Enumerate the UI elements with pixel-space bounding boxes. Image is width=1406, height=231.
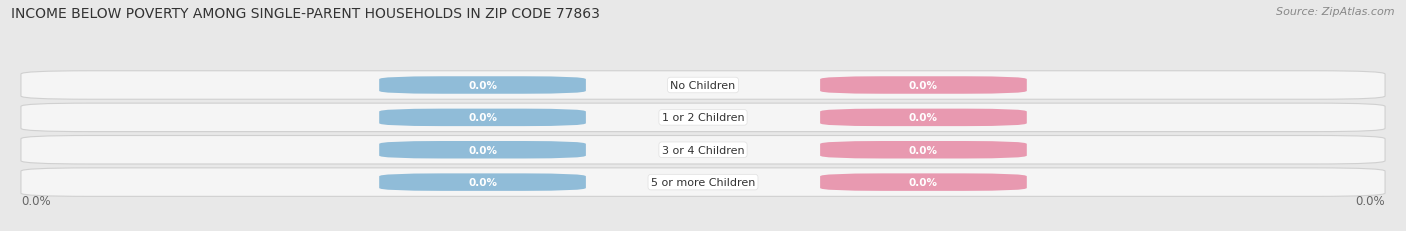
Text: Source: ZipAtlas.com: Source: ZipAtlas.com bbox=[1277, 7, 1395, 17]
FancyBboxPatch shape bbox=[820, 77, 1026, 94]
FancyBboxPatch shape bbox=[820, 141, 1026, 159]
Text: 1 or 2 Children: 1 or 2 Children bbox=[662, 113, 744, 123]
FancyBboxPatch shape bbox=[21, 136, 1385, 164]
Text: 0.0%: 0.0% bbox=[468, 113, 498, 123]
FancyBboxPatch shape bbox=[820, 174, 1026, 191]
FancyBboxPatch shape bbox=[21, 104, 1385, 132]
FancyBboxPatch shape bbox=[21, 71, 1385, 100]
FancyBboxPatch shape bbox=[380, 109, 586, 127]
Text: No Children: No Children bbox=[671, 81, 735, 91]
FancyBboxPatch shape bbox=[380, 77, 586, 94]
FancyBboxPatch shape bbox=[380, 174, 586, 191]
FancyBboxPatch shape bbox=[820, 109, 1026, 127]
Text: 0.0%: 0.0% bbox=[908, 113, 938, 123]
Text: 5 or more Children: 5 or more Children bbox=[651, 177, 755, 187]
Text: 0.0%: 0.0% bbox=[1355, 195, 1385, 207]
Text: INCOME BELOW POVERTY AMONG SINGLE-PARENT HOUSEHOLDS IN ZIP CODE 77863: INCOME BELOW POVERTY AMONG SINGLE-PARENT… bbox=[11, 7, 600, 21]
Text: 0.0%: 0.0% bbox=[468, 145, 498, 155]
Text: 0.0%: 0.0% bbox=[908, 81, 938, 91]
Text: 0.0%: 0.0% bbox=[908, 145, 938, 155]
Text: 3 or 4 Children: 3 or 4 Children bbox=[662, 145, 744, 155]
FancyBboxPatch shape bbox=[21, 168, 1385, 197]
Text: 0.0%: 0.0% bbox=[468, 81, 498, 91]
FancyBboxPatch shape bbox=[380, 141, 586, 159]
Text: 0.0%: 0.0% bbox=[908, 177, 938, 187]
Text: 0.0%: 0.0% bbox=[468, 177, 498, 187]
Text: 0.0%: 0.0% bbox=[21, 195, 51, 207]
